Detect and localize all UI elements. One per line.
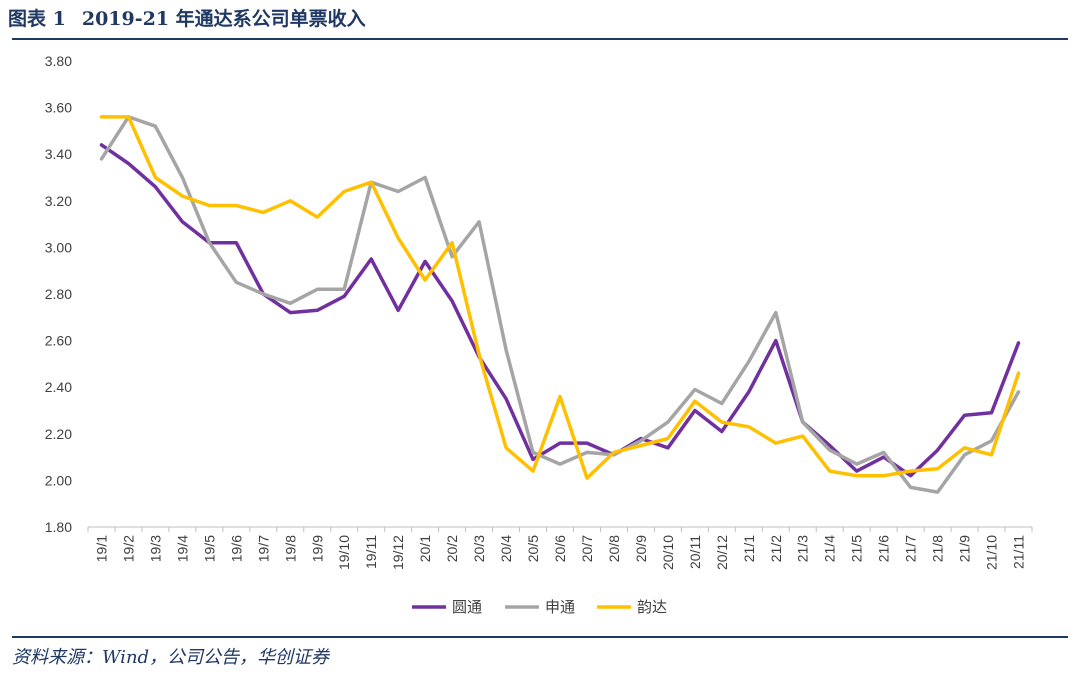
figure-title: 图表 1 2019-21 年通达系公司单票收入 bbox=[8, 4, 382, 34]
y-tick-label: 2.40 bbox=[45, 379, 72, 395]
x-tick-label: 20/1 bbox=[417, 535, 433, 562]
y-axis: 1.80 2.00 2.20 2.40 2.60 2.80 3.00 3.20 3.40 3.60… bbox=[45, 53, 72, 535]
x-tick-label: 21/11 bbox=[1011, 535, 1027, 569]
y-tick-label: 1.80 bbox=[45, 519, 72, 535]
legend-label: 圆通 bbox=[452, 598, 482, 616]
y-tick-label: 3.00 bbox=[45, 239, 72, 255]
y-tick-label: 2.60 bbox=[45, 333, 72, 349]
legend: 圆通 申通 韵达 bbox=[412, 598, 667, 616]
series-lines bbox=[99, 115, 1021, 494]
x-tick-label: 21/6 bbox=[876, 535, 892, 562]
x-tick-label: 20/6 bbox=[552, 535, 568, 562]
series-line-申通 bbox=[99, 115, 1021, 494]
figure-title-text: 2019-21 年通达系公司单票收入 bbox=[81, 8, 366, 30]
x-tick-label: 19/10 bbox=[336, 535, 352, 570]
series-line-韵达 bbox=[99, 115, 1021, 480]
x-tick-label: 21/5 bbox=[849, 535, 865, 562]
title-divider bbox=[12, 38, 1068, 40]
x-tick-label: 21/7 bbox=[903, 535, 919, 562]
x-tick-label: 19/9 bbox=[309, 535, 325, 562]
x-tick-label: 20/12 bbox=[714, 535, 730, 570]
x-axis: 19/1 19/2 19/3 19/4 19/5 19/6 19/7 19/8 19/9 19/1… bbox=[87, 526, 1033, 570]
x-tick-label: 21/4 bbox=[822, 535, 838, 562]
x-tick-label: 19/1 bbox=[93, 535, 109, 562]
y-tick-label: 2.80 bbox=[45, 286, 72, 302]
x-tick-label: 20/5 bbox=[525, 535, 541, 562]
x-tick-label: 21/3 bbox=[795, 535, 811, 562]
y-tick-label: 3.20 bbox=[45, 193, 72, 209]
x-tick-label: 21/10 bbox=[984, 535, 1000, 570]
x-tick-label: 19/6 bbox=[228, 535, 244, 562]
legend-label: 申通 bbox=[545, 598, 575, 616]
x-tick-label: 20/8 bbox=[606, 535, 622, 562]
y-tick-label: 3.80 bbox=[45, 53, 72, 69]
legend-label: 韵达 bbox=[637, 598, 667, 616]
x-tick-label: 19/4 bbox=[174, 535, 190, 562]
x-tick-label: 19/12 bbox=[390, 535, 406, 570]
figure-label: 图表 1 bbox=[8, 8, 66, 30]
series-line-圆通 bbox=[99, 143, 1021, 478]
y-tick-label: 3.40 bbox=[45, 146, 72, 162]
x-tick-label: 19/2 bbox=[120, 535, 136, 562]
x-tick-label: 20/2 bbox=[444, 535, 460, 562]
x-tick-label: 20/4 bbox=[498, 535, 514, 562]
x-tick-label: 21/1 bbox=[741, 535, 757, 562]
x-tick-label: 19/8 bbox=[282, 535, 298, 562]
x-tick-label: 21/8 bbox=[930, 535, 946, 562]
x-tick-label: 19/5 bbox=[201, 535, 217, 562]
y-tick-label: 3.60 bbox=[45, 100, 72, 116]
y-tick-label: 2.00 bbox=[45, 472, 72, 488]
x-tick-label: 20/11 bbox=[687, 535, 703, 569]
x-tick-label: 20/7 bbox=[579, 535, 595, 562]
x-tick-label: 20/9 bbox=[633, 535, 649, 562]
x-tick-label: 21/2 bbox=[768, 535, 784, 562]
source-note: 资料来源：Wind，公司公告，华创证券 bbox=[12, 647, 330, 668]
line-chart: 1.80 2.00 2.20 2.40 2.60 2.80 3.00 3.20 3.40 3.60… bbox=[45, 53, 1033, 616]
footer-divider bbox=[12, 636, 1068, 638]
x-tick-label: 19/7 bbox=[255, 535, 271, 562]
x-tick-label: 21/9 bbox=[957, 535, 973, 562]
x-tick-label: 19/3 bbox=[147, 535, 163, 562]
y-tick-label: 2.20 bbox=[45, 426, 72, 442]
x-tick-label: 20/10 bbox=[660, 535, 676, 570]
x-tick-label: 19/11 bbox=[363, 535, 379, 569]
x-tick-label: 20/3 bbox=[471, 535, 487, 562]
